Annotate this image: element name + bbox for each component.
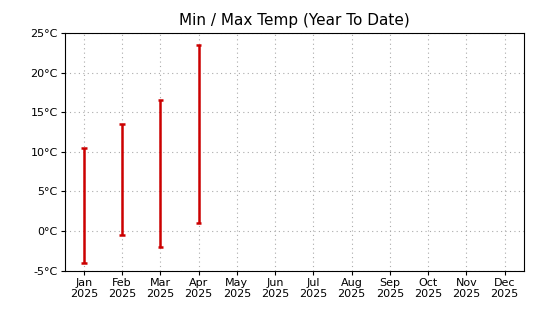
Title: Min / Max Temp (Year To Date): Min / Max Temp (Year To Date) (179, 13, 410, 28)
